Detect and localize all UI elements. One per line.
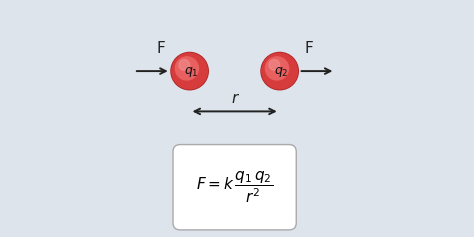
Circle shape xyxy=(269,59,280,70)
Circle shape xyxy=(262,53,298,89)
Circle shape xyxy=(172,53,207,89)
Text: $F = k\,\dfrac{q_1\,q_2}{r^2}$: $F = k\,\dfrac{q_1\,q_2}{r^2}$ xyxy=(196,169,273,205)
Circle shape xyxy=(171,52,208,90)
Text: F: F xyxy=(304,41,313,56)
Circle shape xyxy=(179,59,190,70)
Text: r: r xyxy=(231,91,238,106)
Circle shape xyxy=(175,57,199,80)
FancyBboxPatch shape xyxy=(173,145,296,230)
Text: $q_2$: $q_2$ xyxy=(274,65,289,79)
Text: F: F xyxy=(156,41,165,56)
Circle shape xyxy=(261,52,298,90)
Circle shape xyxy=(265,57,289,80)
Text: $q_1$: $q_1$ xyxy=(184,65,199,79)
